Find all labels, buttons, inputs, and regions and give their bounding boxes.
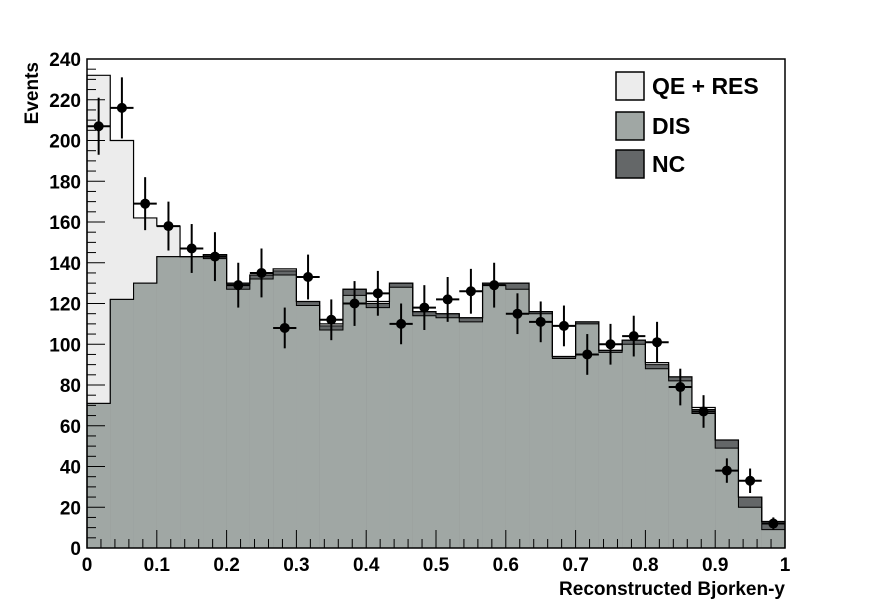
bar-dis xyxy=(482,285,507,548)
bar-dis xyxy=(622,344,646,548)
data-point xyxy=(366,270,390,316)
x-tick-label: 0.3 xyxy=(283,555,309,576)
x-tick-label: 0.1 xyxy=(144,555,171,576)
y-tick-label: 140 xyxy=(49,254,81,275)
y-tick-label: 200 xyxy=(49,132,81,153)
data-point xyxy=(482,262,506,308)
bar-dis xyxy=(575,323,600,548)
data-point xyxy=(203,232,227,282)
bar-dis xyxy=(180,256,204,548)
data-point xyxy=(691,395,716,428)
data-point xyxy=(459,268,483,314)
bar-dis xyxy=(645,368,670,548)
legend-label-dis: DIS xyxy=(652,113,690,139)
legend-swatch-qe-res xyxy=(615,71,645,101)
data-point xyxy=(87,97,111,155)
y-tick-label: 40 xyxy=(60,458,81,479)
legend-label-qe-res: QE + RES xyxy=(652,73,759,99)
data-point xyxy=(715,458,739,483)
bar-dis xyxy=(436,317,460,548)
bar-dis xyxy=(738,507,763,548)
bar-dis xyxy=(273,274,297,548)
data-point xyxy=(552,305,576,347)
data-point xyxy=(575,334,599,375)
data-point xyxy=(226,262,250,308)
data-point xyxy=(622,315,646,357)
data-point xyxy=(342,281,367,326)
bar-dis xyxy=(761,529,786,548)
bar-dis xyxy=(203,258,228,548)
data-points xyxy=(87,77,785,530)
y-tick-label: 0 xyxy=(70,539,81,560)
x-tick-label: 1 xyxy=(780,555,791,576)
bar-dis xyxy=(715,448,739,548)
bar-dis xyxy=(342,295,367,548)
y-tick-label: 80 xyxy=(60,376,81,397)
data-point xyxy=(110,77,134,139)
x-tick-label: 0.7 xyxy=(562,555,588,576)
data-point xyxy=(529,301,553,343)
bar-dis xyxy=(319,329,344,548)
bar-dis xyxy=(87,403,111,548)
data-point xyxy=(133,177,157,231)
x-axis-label: Reconstructed Bjorken-y xyxy=(559,579,785,600)
data-point xyxy=(761,517,785,530)
bar-dis xyxy=(133,283,158,548)
x-tick-label: 0.8 xyxy=(632,555,658,576)
bar-dis xyxy=(156,256,181,548)
outline-dis xyxy=(86,256,786,548)
bar-dis xyxy=(505,289,530,548)
data-point xyxy=(645,321,669,363)
y-tick-label: 240 xyxy=(49,50,81,71)
y-axis-label: Events xyxy=(22,62,43,124)
data-point xyxy=(436,277,460,322)
bar-dis xyxy=(529,313,553,548)
data-point xyxy=(738,468,762,493)
data-point xyxy=(156,201,181,251)
y-tick-label: 160 xyxy=(49,213,81,234)
bar-dis xyxy=(249,279,274,548)
bar-dis xyxy=(110,299,135,548)
y-tick-label: 120 xyxy=(49,295,81,316)
y-tick-label: 20 xyxy=(60,498,81,519)
y-tick-label: 220 xyxy=(49,91,81,112)
legend-label-nc: NC xyxy=(652,151,685,177)
data-point xyxy=(249,248,274,298)
data-point xyxy=(319,299,343,341)
x-tick-label: 0.4 xyxy=(353,555,380,576)
y-tick-label: 60 xyxy=(60,417,81,438)
data-point xyxy=(598,323,623,365)
bar-dis xyxy=(459,321,484,548)
bar-dis xyxy=(598,352,623,548)
bar-dis xyxy=(389,287,414,548)
bar-dis xyxy=(366,307,390,548)
plot-area xyxy=(86,74,786,549)
legend: QE + RES DIS NC xyxy=(615,71,759,179)
legend-swatch-nc xyxy=(615,149,645,179)
data-point xyxy=(180,224,204,273)
data-point xyxy=(505,293,530,335)
y-tick-label: 100 xyxy=(49,335,81,356)
x-tick-label: 0.9 xyxy=(702,555,728,576)
outline-nc xyxy=(86,254,786,548)
bar-dis xyxy=(296,305,321,548)
x-tick-label: 0.5 xyxy=(423,555,450,576)
x-tick-label: 0.2 xyxy=(213,555,239,576)
bar-dis xyxy=(412,315,437,548)
bar-dis xyxy=(226,289,251,548)
y-tick-label: 180 xyxy=(49,172,81,193)
bar-dis xyxy=(552,358,577,548)
data-point xyxy=(296,254,320,300)
data-point xyxy=(389,303,413,345)
data-point xyxy=(273,307,297,349)
data-point xyxy=(668,368,692,406)
bar-dis xyxy=(668,380,693,548)
data-point xyxy=(412,285,436,330)
x-tick-label: 0 xyxy=(82,555,93,576)
bar-dis xyxy=(691,413,716,548)
x-tick-label: 0.6 xyxy=(493,555,519,576)
legend-swatch-dis xyxy=(615,111,645,141)
axes: 0 20 40 60 80 100 120 140 160 180 200 220 240 0 0.1 0.2… xyxy=(49,50,790,576)
